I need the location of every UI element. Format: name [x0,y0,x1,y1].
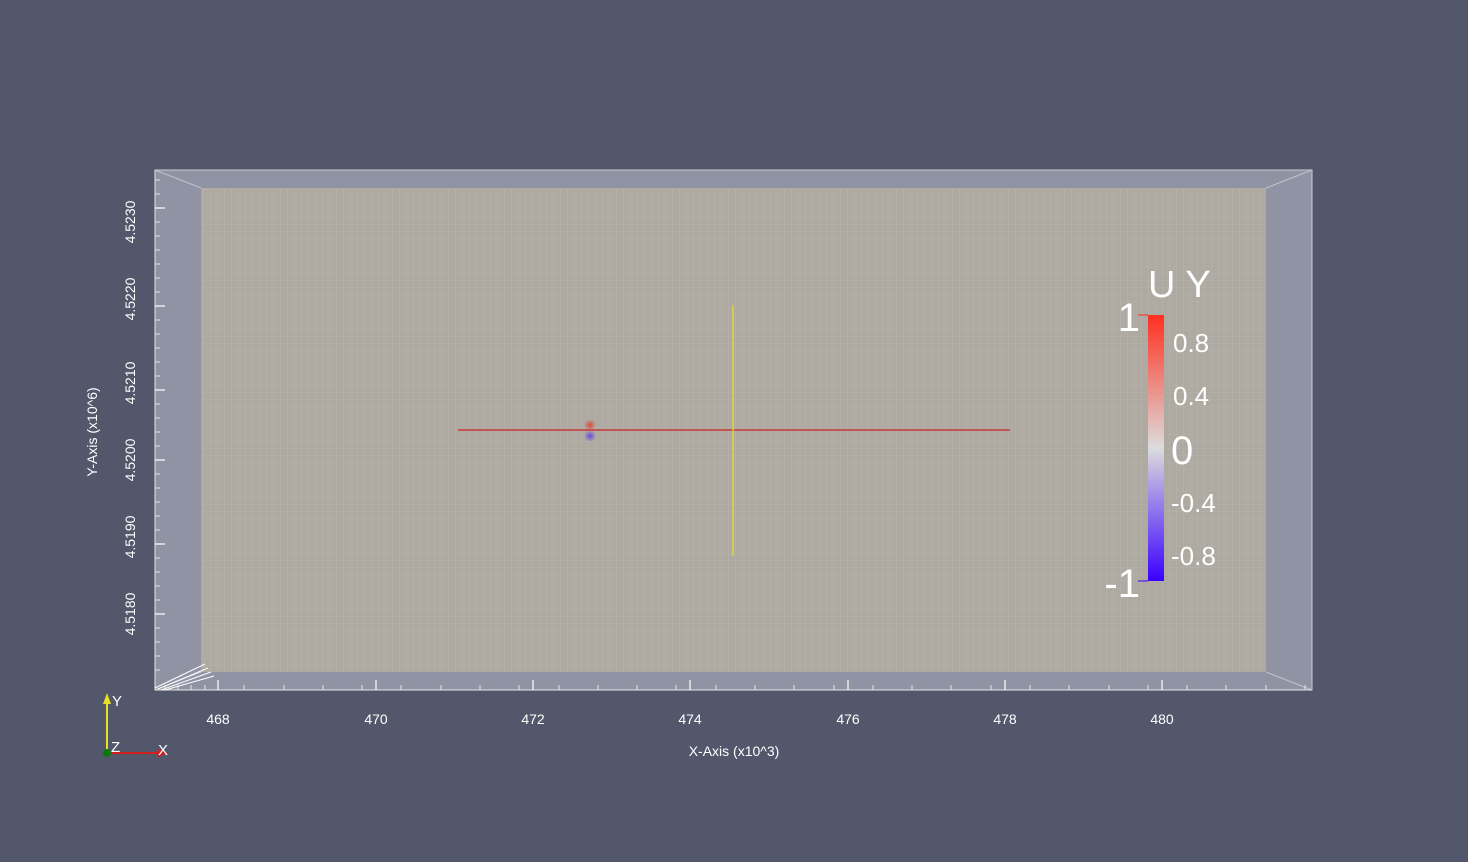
y-tick-label: 4.5200 [122,438,138,481]
orientation-x-label: X [158,742,168,759]
y-tick-label: 4.5220 [122,277,138,320]
orientation-y-label: Y [112,693,122,710]
legend-max-label: 1 [1118,296,1140,340]
color-legend[interactable]: U Y 1 -1 0.8 0.4 0 -0.4 -0.8 [1104,264,1215,606]
positive-displacement-spot [584,419,596,431]
orientation-x-arrowhead [158,749,168,757]
y-tick-label: 4.5190 [122,515,138,558]
legend-title: U Y [1148,264,1211,306]
y-tick-label: 4.5180 [122,592,138,635]
legend-label: 0.8 [1173,328,1209,358]
legend-color-bar [1148,315,1164,581]
x-axis-title: X-Axis (x10^3) [689,743,780,759]
x-axis-tick-labels: 468 470 472 474 476 478 480 [206,711,1174,727]
orientation-axes: Y Z X [103,693,168,759]
x-tick-label: 478 [993,711,1017,727]
legend-label: 0 [1171,429,1193,473]
x-tick-label: 470 [364,711,388,727]
x-tick-label: 474 [678,711,702,727]
legend-label: 0.4 [1173,381,1209,411]
y-axis-major-ticks [155,207,165,615]
negative-displacement-spot [584,430,596,442]
x-tick-label: 480 [1150,711,1174,727]
legend-label: -0.8 [1171,541,1216,571]
y-tick-label: 4.5210 [122,361,138,404]
orientation-z-label: Z [111,739,120,756]
y-axis-minor-ticks [155,179,160,671]
x-tick-label: 468 [206,711,230,727]
x-tick-label: 472 [521,711,545,727]
orientation-z-dot [103,749,111,757]
orientation-y-arrowhead [103,693,111,704]
y-axis-tick-labels: 4.5180 4.5190 4.5200 4.5210 4.5220 4.523… [122,200,138,635]
x-tick-label: 476 [836,711,860,727]
y-axis-title: Y-Axis (x10^6) [84,387,100,476]
x-axis-minor-ticks [164,685,1306,690]
legend-min-label: -1 [1104,562,1140,606]
y-tick-label: 4.5230 [122,200,138,243]
legend-label: -0.4 [1171,488,1216,518]
x-axis-major-ticks [217,680,1163,690]
perspective-corner-lines [154,663,215,691]
